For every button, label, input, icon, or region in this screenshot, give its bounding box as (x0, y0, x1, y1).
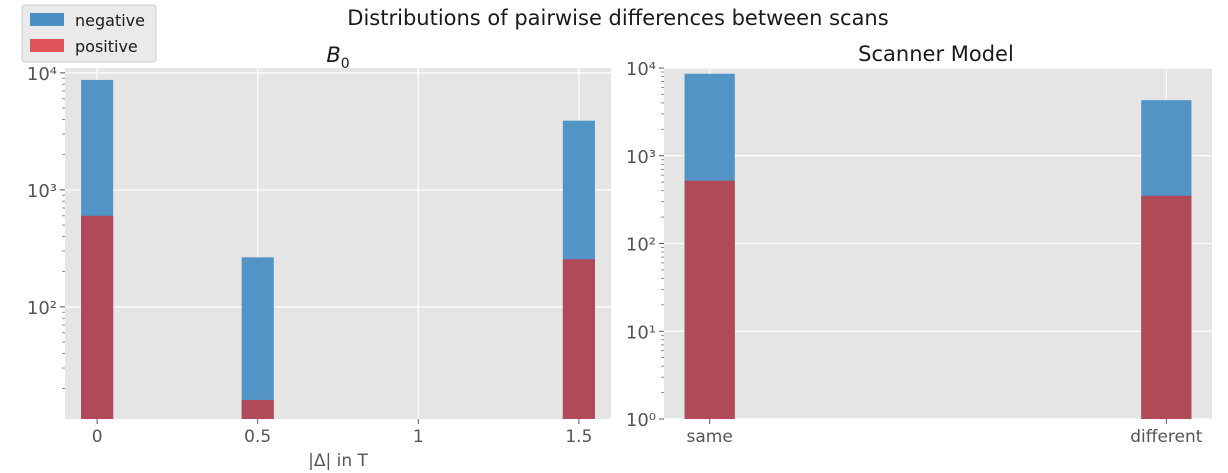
b0-x-tick-label: 1.5 (565, 427, 592, 447)
sm-bar-positive (1141, 195, 1192, 419)
b0-bar-negative (241, 257, 274, 419)
panel-b0-x-axis-label: |Δ| in T (308, 451, 368, 471)
panel-scanner-model-chart: Scanner Model 10⁰ 10¹ 10² 10³ 10⁴ same differ… (626, 42, 1212, 447)
panel-scanner-model-y-ticks: 10⁰ 10¹ 10² 10³ 10⁴ (626, 59, 664, 431)
b0-y-tick-label: 10² (27, 298, 57, 319)
legend-label-positive: positive (75, 37, 138, 56)
legend-label-negative: negative (75, 11, 145, 30)
b0-bar-positive (81, 215, 114, 419)
panel-scanner-model-title: Scanner Model (858, 42, 1014, 66)
panel-b0-plot-area (65, 68, 611, 419)
sm-x-tick-label: different (1130, 427, 1203, 447)
sm-y-tick-label: 10⁰ (626, 410, 656, 431)
panel-b0-x-ticks: 0 0.5 1 1.5 (92, 419, 592, 447)
panel-scanner-model-bars (684, 73, 1192, 419)
panel-b0-chart: B0 10² 10³ 10⁴ 0 0.5 1 1.5 |Δ| in T (27, 43, 611, 471)
b0-y-tick-label: 10³ (27, 181, 57, 202)
sm-x-tick-label: same (687, 427, 733, 447)
b0-bar-positive (241, 399, 274, 419)
b0-x-tick-label: 0.5 (244, 427, 271, 447)
sm-bar-positive (684, 180, 735, 419)
b0-x-tick-label: 0 (92, 427, 103, 447)
figure-title: Distributions of pairwise differences be… (347, 6, 888, 30)
panel-b0-y-ticks: 10² 10³ 10⁴ (27, 64, 65, 390)
b0-y-tick-label: 10⁴ (27, 64, 57, 85)
legend-swatch-negative (30, 13, 64, 26)
legend: negative positive (21, 4, 157, 63)
legend-swatch-positive (30, 39, 64, 52)
panel-b0-title: B0 (326, 43, 349, 72)
panel-scanner-model-x-ticks: same different (687, 419, 1203, 447)
sm-y-tick-label: 10⁴ (626, 59, 656, 80)
panel-b0-bars (81, 79, 595, 419)
b0-x-tick-label: 1 (413, 427, 424, 447)
b0-bar-positive (562, 259, 595, 419)
sm-y-tick-label: 10² (626, 235, 656, 256)
sm-y-tick-label: 10³ (626, 147, 656, 168)
sm-y-tick-label: 10¹ (626, 322, 656, 343)
